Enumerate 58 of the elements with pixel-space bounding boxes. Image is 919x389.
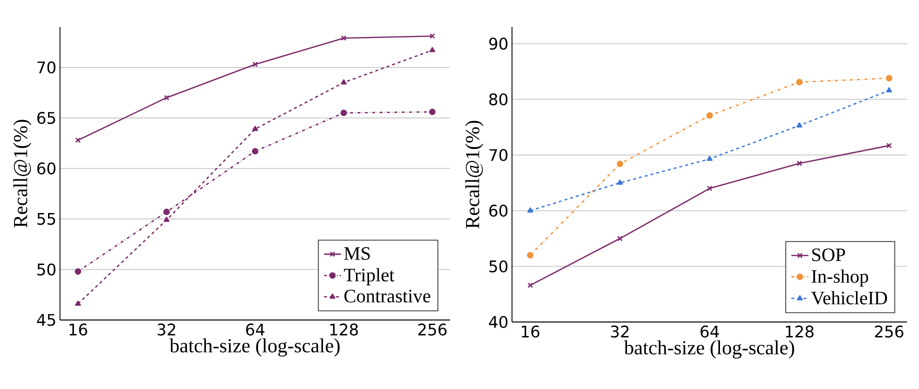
y-tick-label: 55 <box>37 213 56 225</box>
point <box>164 94 170 100</box>
point <box>74 268 82 275</box>
point <box>252 126 258 131</box>
y-tick-label: 80 <box>489 93 508 106</box>
y-axis-title: Recall@1(%) <box>465 120 484 228</box>
point <box>340 110 347 116</box>
x-tick-label: 128 <box>786 326 814 338</box>
point <box>526 252 534 258</box>
x-tick-label: 64 <box>700 326 719 338</box>
point <box>617 236 623 242</box>
legend-label: VehicleID <box>811 291 888 305</box>
legend-label: In-shop <box>812 270 868 287</box>
x-tick-label: 128 <box>330 324 358 336</box>
y-tick-label: 70 <box>490 148 508 162</box>
point <box>706 186 712 192</box>
y-tick-label: 90 <box>489 38 508 50</box>
legend-label: Triplet <box>344 268 394 286</box>
y-tick-label: 50 <box>489 260 508 272</box>
point <box>340 79 347 85</box>
y-tick-label: 60 <box>37 162 56 174</box>
x-tick-label: 16 <box>70 324 88 336</box>
x-tick-label: 32 <box>158 324 176 336</box>
x-tick-label: 256 <box>875 326 904 338</box>
x-tick-label: 32 <box>611 326 628 338</box>
y-axis-title: Recall@1(%) <box>13 120 32 228</box>
point <box>252 62 258 68</box>
y-tick-label: 40 <box>488 316 508 328</box>
point <box>616 160 624 168</box>
x-axis-title: batch-size (log-scale) <box>624 340 794 359</box>
point <box>796 78 803 86</box>
y-tick-label: 60 <box>489 204 508 217</box>
legend-label: Contrastive <box>344 290 430 302</box>
y-tick-label: 45 <box>36 314 56 326</box>
legend-label: MS <box>344 247 370 260</box>
point <box>706 156 713 161</box>
point <box>886 87 892 92</box>
point <box>429 108 436 116</box>
y-tick-label: 65 <box>37 112 56 124</box>
x-tick-label: 64 <box>246 324 264 336</box>
point <box>527 207 534 213</box>
point <box>75 300 81 306</box>
y-tick-label: 70 <box>38 61 56 74</box>
point <box>252 148 258 155</box>
x-tick-label: 16 <box>522 326 540 338</box>
point <box>617 180 623 185</box>
point <box>340 35 347 41</box>
point <box>163 208 170 216</box>
point <box>164 216 170 222</box>
point <box>429 46 436 52</box>
point <box>886 74 892 82</box>
legend-label: SOP <box>812 248 845 262</box>
x-tick-label: 256 <box>418 324 447 336</box>
point <box>796 122 802 128</box>
y-tick-label: 50 <box>37 263 56 276</box>
point <box>706 112 713 119</box>
x-axis-title: batch-size (log-scale) <box>170 338 340 357</box>
point <box>796 160 802 166</box>
